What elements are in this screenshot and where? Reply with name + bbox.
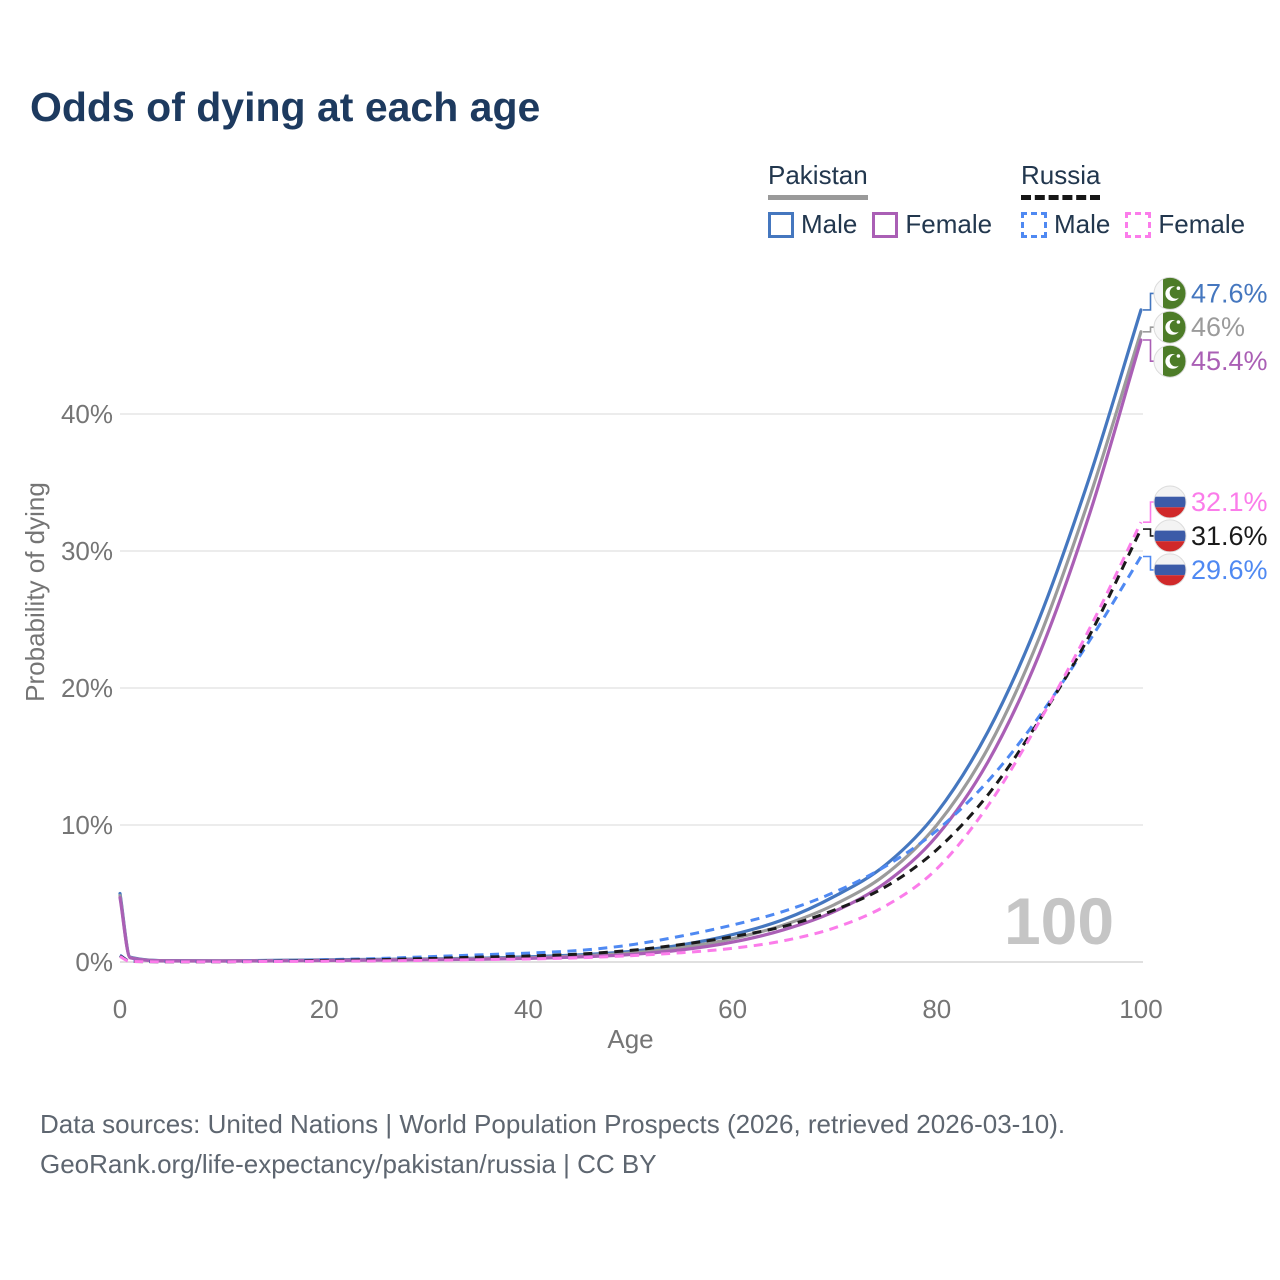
end-label-russia-both-sexes: 31.6% bbox=[1191, 521, 1268, 551]
russia-flag-icon bbox=[1153, 485, 1187, 519]
legend-country-russia: Russia bbox=[1021, 160, 1101, 200]
legend-item-label: Female bbox=[905, 209, 993, 239]
end-label-leader bbox=[1143, 339, 1154, 363]
legend-item-label: Male bbox=[1054, 209, 1111, 239]
x-axis-title: Age bbox=[607, 1024, 653, 1054]
pakistan-flag-icon bbox=[1153, 310, 1187, 344]
legend-group-pakistan: Pakistan Male Female bbox=[768, 160, 992, 240]
pakistan-flag-icon bbox=[1153, 276, 1187, 310]
russia-flag-icon bbox=[1153, 519, 1187, 553]
end-label-pakistan-female: 45.4% bbox=[1191, 346, 1268, 376]
end-label-pakistan-male: 47.6% bbox=[1191, 278, 1268, 308]
end-label-leader bbox=[1143, 501, 1154, 524]
y-tick-label: 20% bbox=[61, 673, 113, 703]
x-tick-label: 0 bbox=[113, 994, 127, 1024]
legend-items-pakistan: Male Female bbox=[768, 209, 992, 240]
series-line-pakistan-both-sexes[interactable] bbox=[118, 330, 1143, 963]
x-tick-label: 60 bbox=[718, 994, 747, 1024]
x-tick-label: 100 bbox=[1119, 994, 1162, 1024]
series-line-pakistan-female[interactable] bbox=[118, 338, 1143, 963]
end-label-leader bbox=[1143, 292, 1154, 311]
footer: Data sources: United Nations | World Pop… bbox=[40, 1104, 1065, 1184]
legend-item-pakistan-female[interactable]: Female bbox=[872, 209, 992, 240]
legend-item-russia-female[interactable]: Female bbox=[1125, 209, 1245, 240]
y-tick-label: 10% bbox=[61, 810, 113, 840]
y-tick-label: 0% bbox=[75, 947, 113, 977]
end-label-russia-male: 29.6% bbox=[1191, 555, 1268, 585]
legend-country-pakistan: Pakistan bbox=[768, 160, 868, 200]
age-counter-watermark: 100 bbox=[1004, 884, 1114, 958]
legend: Pakistan Male Female Russia Male Female bbox=[768, 160, 1280, 240]
legend-item-russia-male[interactable]: Male bbox=[1021, 209, 1110, 240]
pakistan-flag-icon bbox=[1153, 344, 1187, 378]
x-tick-label: 20 bbox=[310, 994, 339, 1024]
russia-flag-icon bbox=[1153, 553, 1187, 587]
legend-item-label: Male bbox=[801, 209, 858, 239]
end-label-leader bbox=[1143, 555, 1154, 571]
footer-attribution: GeoRank.org/life-expectancy/pakistan/rus… bbox=[40, 1149, 657, 1179]
legend-items-russia: Male Female bbox=[1021, 209, 1245, 240]
series-line-russia-female[interactable] bbox=[119, 521, 1143, 964]
end-label-leader bbox=[1143, 528, 1154, 537]
legend-item-label: Female bbox=[1158, 209, 1246, 239]
end-label-russia-female: 32.1% bbox=[1191, 487, 1268, 517]
legend-swatch-icon bbox=[1021, 211, 1047, 238]
legend-item-pakistan-male[interactable]: Male bbox=[768, 209, 857, 240]
legend-swatch-icon bbox=[1125, 211, 1152, 238]
footer-data-sources: Data sources: United Nations | World Pop… bbox=[40, 1109, 1066, 1139]
legend-swatch-icon bbox=[768, 211, 794, 238]
y-tick-label: 30% bbox=[61, 536, 113, 566]
series-line-russia-both-sexes[interactable] bbox=[119, 528, 1143, 964]
legend-group-russia: Russia Male Female bbox=[1021, 160, 1245, 240]
end-label-leader bbox=[1143, 326, 1154, 333]
page-title: Odds of dying at each age bbox=[30, 84, 541, 130]
end-label-pakistan-both-sexes: 46% bbox=[1191, 312, 1245, 342]
x-tick-label: 80 bbox=[922, 994, 951, 1024]
legend-swatch-icon bbox=[872, 211, 899, 238]
y-axis-title: Probability of dying bbox=[20, 482, 50, 702]
x-tick-label: 40 bbox=[514, 994, 543, 1024]
series-line-russia-male[interactable] bbox=[119, 555, 1143, 964]
series-line-pakistan-male[interactable] bbox=[118, 308, 1143, 963]
y-tick-label: 40% bbox=[61, 399, 113, 429]
